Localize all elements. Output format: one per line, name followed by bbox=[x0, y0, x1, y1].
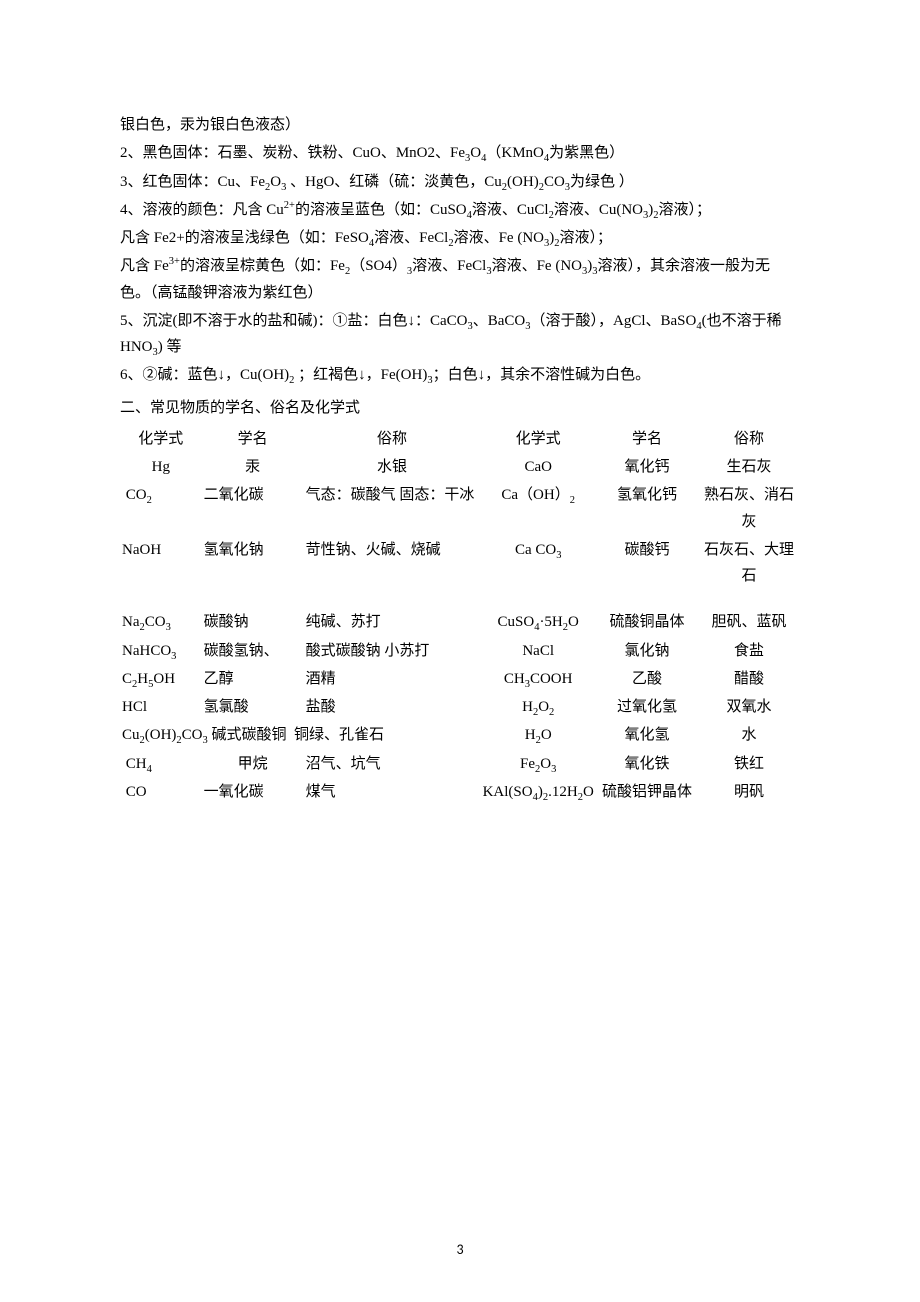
cell-name: 氢氧化钠 bbox=[202, 536, 304, 591]
cell-formula: NaHCO3 bbox=[120, 637, 202, 665]
cell-alias: 沼气、坑气 bbox=[304, 750, 481, 778]
paragraph: 3、红色固体：Cu、Fe2O3 、HgO、红磷（硫：淡黄色，Cu2(OH)2CO… bbox=[120, 169, 800, 195]
cell-name: 氧化氢 bbox=[596, 721, 698, 749]
col-header: 俗称 bbox=[698, 425, 800, 453]
table-row: CO2 二氧化碳 气态：碳酸气 固态：干冰 Ca（OH）2 氢氧化钙 熟石灰、消… bbox=[120, 481, 800, 536]
table-row: NaHCO3 碳酸氢钠、 酸式碳酸钠 小苏打 NaCl 氯化钠 食盐 bbox=[120, 637, 800, 665]
cell-name: 硫酸铝钾晶体 bbox=[596, 778, 698, 806]
cell-name: 氯化钠 bbox=[596, 637, 698, 665]
section-title: 二、常见物质的学名、俗名及化学式 bbox=[120, 395, 800, 421]
cell-alias: 苛性钠、火碱、烧碱 bbox=[304, 536, 481, 591]
cell-formula: Ca CO3 bbox=[480, 536, 596, 591]
cell-alias: 水 bbox=[698, 721, 800, 749]
table-row: C2H5OH 乙醇 酒精 CH3COOH 乙酸 醋酸 bbox=[120, 665, 800, 693]
cell-alias: 煤气 bbox=[304, 778, 481, 806]
table-row: HCl 氢氯酸 盐酸 H2O2 过氧化氢 双氧水 bbox=[120, 693, 800, 721]
table-row: CH4 甲烷 沼气、坑气 Fe2O3 氧化铁 铁红 bbox=[120, 750, 800, 778]
cell-formula: C2H5OH bbox=[120, 665, 202, 693]
table-gap bbox=[120, 590, 800, 608]
cell-name: 二氧化碳 bbox=[202, 481, 304, 536]
cell-alias: 铁红 bbox=[698, 750, 800, 778]
cell-alias: 醋酸 bbox=[698, 665, 800, 693]
cell-alias: 双氧水 bbox=[698, 693, 800, 721]
cell-merged: Cu2(OH)2CO3 碱式碳酸铜 铜绿、孔雀石 bbox=[120, 721, 480, 749]
cell-formula: Ca（OH）2 bbox=[480, 481, 596, 536]
cell-alias: 明矾 bbox=[698, 778, 800, 806]
cell-formula: CO bbox=[120, 778, 202, 806]
cell-alias: 气态：碳酸气 固态：干冰 bbox=[304, 481, 481, 536]
substance-table: 化学式 学名 俗称 化学式 学名 俗称 Hg 汞 水银 CaO 氧化钙 生石灰 … bbox=[120, 425, 800, 806]
table-row: Na2CO3 碳酸钠 纯碱、苏打 CuSO4·5H2O 硫酸铜晶体 胆矾、蓝矾 bbox=[120, 608, 800, 636]
cell-alias: 胆矾、蓝矾 bbox=[698, 608, 800, 636]
cell-formula: CH4 bbox=[120, 750, 202, 778]
cell-name: 氢氯酸 bbox=[202, 693, 304, 721]
cell-formula: CO2 bbox=[120, 481, 202, 536]
cell-name: 过氧化氢 bbox=[596, 693, 698, 721]
cell-formula: HCl bbox=[120, 693, 202, 721]
cell-formula: Na2CO3 bbox=[120, 608, 202, 636]
cell-name: 氧化铁 bbox=[596, 750, 698, 778]
cell-formula: KAl(SO4)2.12H2O bbox=[480, 778, 596, 806]
cell-name: 一氧化碳 bbox=[202, 778, 304, 806]
col-header: 学名 bbox=[202, 425, 304, 453]
paragraph: 凡含 Fe3+的溶液呈棕黄色（如：Fe2（SO4）3溶液、FeCl3溶液、Fe … bbox=[120, 253, 800, 306]
table-row: NaOH 氢氧化钠 苛性钠、火碱、烧碱 Ca CO3 碳酸钙 石灰石、大理石 bbox=[120, 536, 800, 591]
cell-alias: 食盐 bbox=[698, 637, 800, 665]
cell-alias: 纯碱、苏打 bbox=[304, 608, 481, 636]
cell-formula: CuSO4·5H2O bbox=[480, 608, 596, 636]
cell-alias: 生石灰 bbox=[698, 453, 800, 481]
cell-formula: Hg bbox=[120, 453, 202, 481]
paragraph: 2、黑色固体：石墨、炭粉、铁粉、CuO、MnO2、Fe3O4（KMnO4为紫黑色… bbox=[120, 140, 800, 166]
cell-formula: H2O2 bbox=[480, 693, 596, 721]
cell-formula: NaOH bbox=[120, 536, 202, 591]
cell-name: 碳酸钠 bbox=[202, 608, 304, 636]
paragraph: 凡含 Fe2+的溶液呈浅绿色（如：FeSO4溶液、FeCl2溶液、Fe (NO3… bbox=[120, 225, 800, 251]
cell-alias: 熟石灰、消石灰 bbox=[698, 481, 800, 536]
cell-alias: 酒精 bbox=[304, 665, 481, 693]
paragraph: 6、②碱：蓝色↓，Cu(OH)2 ；红褐色↓，Fe(OH)3；白色↓，其余不溶性… bbox=[120, 362, 800, 388]
col-header: 学名 bbox=[596, 425, 698, 453]
cell-formula: NaCl bbox=[480, 637, 596, 665]
cell-formula: H2O bbox=[480, 721, 596, 749]
cell-name: 甲烷 bbox=[202, 750, 304, 778]
cell-alias: 水银 bbox=[304, 453, 481, 481]
page-number: 3 bbox=[0, 1238, 920, 1263]
cell-name: 碳酸钙 bbox=[596, 536, 698, 591]
cell-alias: 石灰石、大理石 bbox=[698, 536, 800, 591]
table-header-row: 化学式 学名 俗称 化学式 学名 俗称 bbox=[120, 425, 800, 453]
cell-name: 碳酸氢钠、 bbox=[202, 637, 304, 665]
col-header: 俗称 bbox=[304, 425, 481, 453]
cell-alias: 酸式碳酸钠 小苏打 bbox=[304, 637, 481, 665]
cell-name: 乙酸 bbox=[596, 665, 698, 693]
cell-formula: Fe2O3 bbox=[480, 750, 596, 778]
cell-name: 汞 bbox=[202, 453, 304, 481]
paragraph: 5、沉淀(即不溶于水的盐和碱)：①盐：白色↓：CaCO3、BaCO3（溶于酸），… bbox=[120, 308, 800, 361]
page: 银白色，汞为银白色液态） 2、黑色固体：石墨、炭粉、铁粉、CuO、MnO2、Fe… bbox=[0, 0, 920, 1302]
cell-formula: CH3COOH bbox=[480, 665, 596, 693]
cell-name: 氢氧化钙 bbox=[596, 481, 698, 536]
col-header: 化学式 bbox=[480, 425, 596, 453]
cell-name: 硫酸铜晶体 bbox=[596, 608, 698, 636]
table-row: Cu2(OH)2CO3 碱式碳酸铜 铜绿、孔雀石 H2O 氧化氢 水 bbox=[120, 721, 800, 749]
table-row: Hg 汞 水银 CaO 氧化钙 生石灰 bbox=[120, 453, 800, 481]
cell-formula: CaO bbox=[480, 453, 596, 481]
table-row: CO 一氧化碳 煤气 KAl(SO4)2.12H2O 硫酸铝钾晶体 明矾 bbox=[120, 778, 800, 806]
paragraph: 银白色，汞为银白色液态） bbox=[120, 112, 800, 138]
cell-name: 氧化钙 bbox=[596, 453, 698, 481]
cell-name: 乙醇 bbox=[202, 665, 304, 693]
paragraph: 4、溶液的颜色：凡含 Cu2+的溶液呈蓝色（如：CuSO4溶液、CuCl2溶液、… bbox=[120, 197, 800, 223]
cell-alias: 盐酸 bbox=[304, 693, 481, 721]
col-header: 化学式 bbox=[120, 425, 202, 453]
